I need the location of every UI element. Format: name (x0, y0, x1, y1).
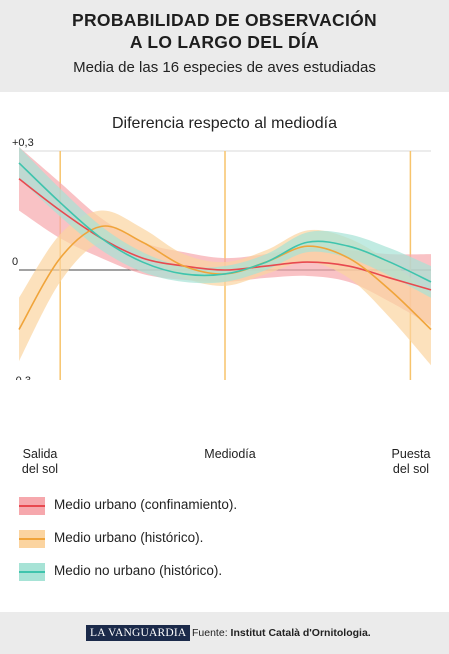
source-note: Fuente: Institut Català d'Ornitologia. (192, 627, 371, 639)
footer: LA VANGUARDIA Fuente: Institut Català d'… (0, 612, 449, 654)
sunrise-label-line-1: Salida (22, 447, 58, 461)
header: PROBABILIDAD DE OBSERVACIÓN A LO LARGO D… (0, 0, 449, 92)
sunrise-label: Salida del sol (10, 447, 70, 477)
legend-swatch-urban-lockdown (19, 497, 45, 515)
legend-label-urban-historic: Medio urbano (histórico). (54, 530, 204, 545)
y-tick-label: 0 (12, 256, 18, 268)
page-subtitle: Media de las 16 especies de aves estudia… (73, 59, 376, 76)
sunset-label-line-1: Puesta (391, 447, 431, 461)
page-title-line-1: PROBABILIDAD DE OBSERVACIÓN (72, 10, 377, 30)
sunset-label-line-2: del sol (392, 462, 430, 476)
newspaper-logo: LA VANGUARDIA (86, 625, 191, 641)
series-line-2 (18, 162, 432, 283)
sunset-label: Puesta del sol (381, 447, 441, 477)
legend-swatch-non-urban-historic (19, 563, 45, 581)
y-tick-label: +0,3 (12, 137, 34, 149)
probability-chart: +0,3 0 -0,3 (12, 137, 432, 380)
source-prefix: Fuente: (192, 627, 228, 639)
legend-label-urban-lockdown: Medio urbano (confinamiento). (54, 497, 238, 512)
legend-swatch-urban-historic (19, 530, 45, 548)
source-text: Institut Català d'Ornitologia. (230, 627, 371, 639)
chart-title: Diferencia respecto al mediodía (111, 115, 337, 132)
page-title-line-2: A LO LARGO DEL DÍA (129, 32, 320, 52)
confidence-band-2 (19, 147, 431, 298)
sunrise-label-line-2: del sol (21, 462, 59, 476)
y-tick-label: -0,3 (12, 375, 31, 380)
midday-label-line-1: Mediodía (204, 447, 256, 461)
legend-label-non-urban-historic: Medio no urbano (histórico). (54, 563, 223, 578)
midday-label: Mediodía (195, 447, 265, 462)
